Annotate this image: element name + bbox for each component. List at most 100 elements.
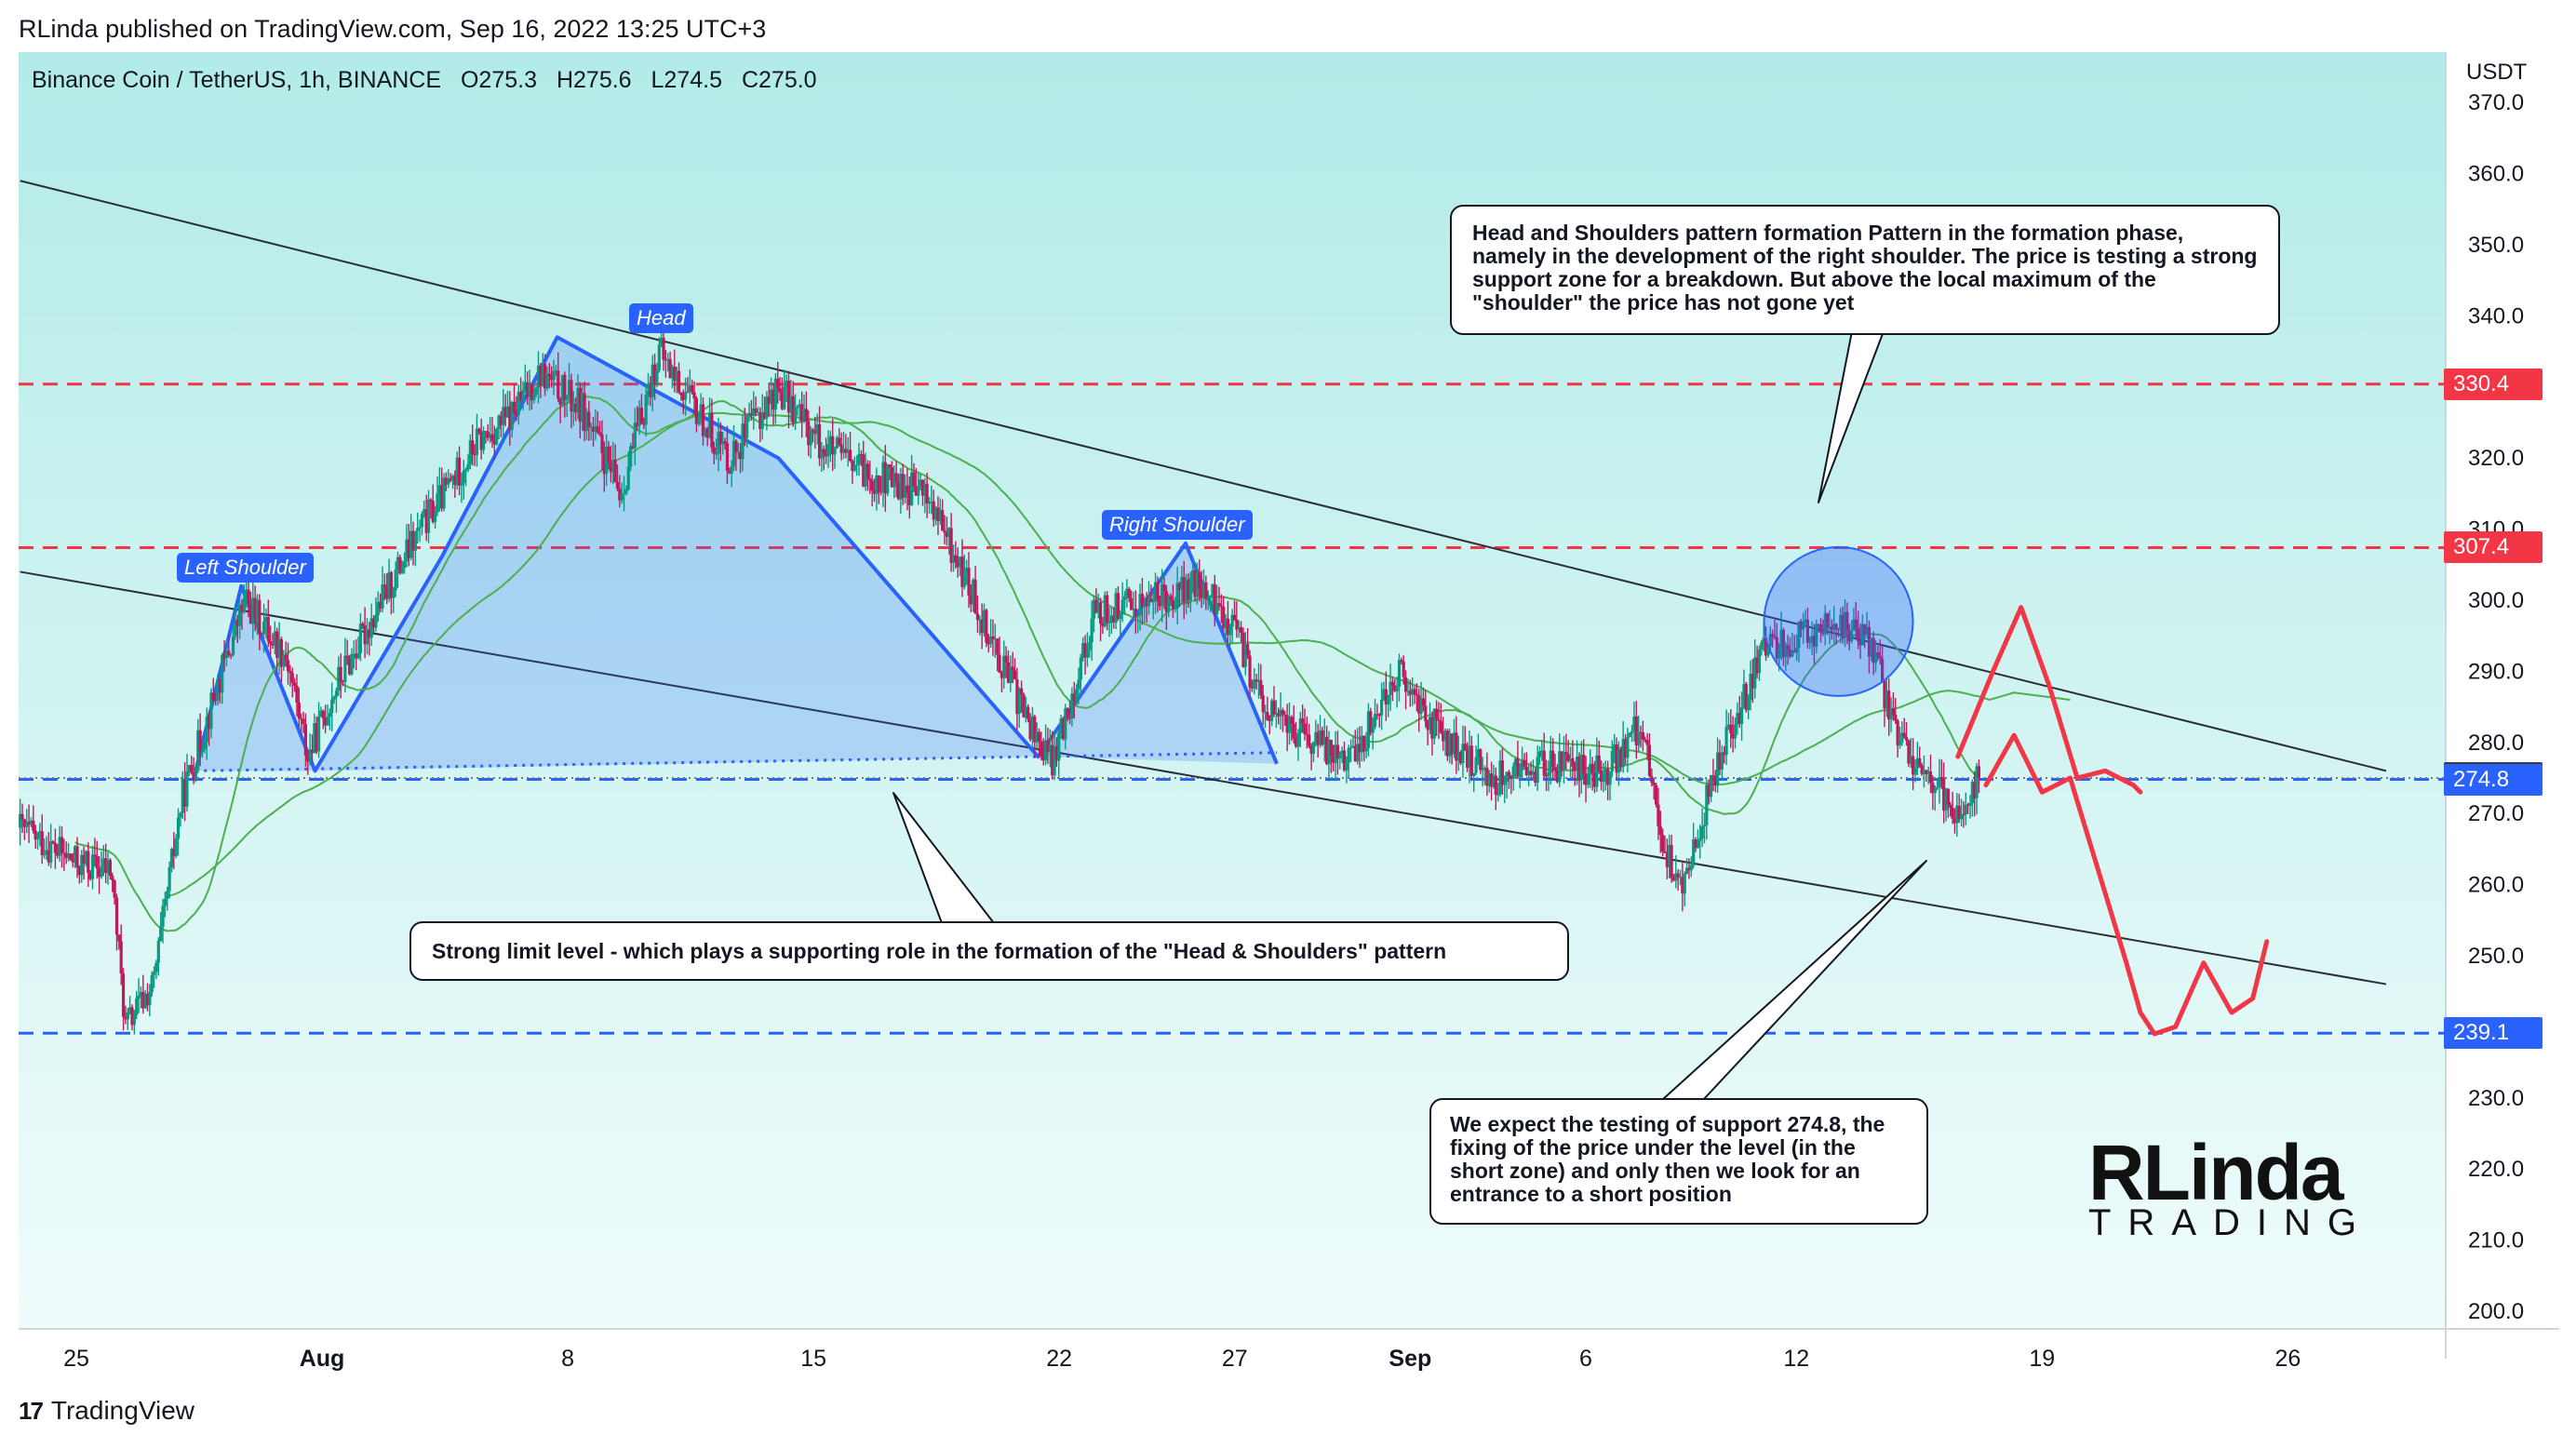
candle-body — [624, 489, 628, 494]
candle-body — [152, 972, 156, 975]
candle-body — [185, 771, 189, 807]
candle-body — [1724, 727, 1728, 756]
forecast-path-2[interactable] — [1955, 605, 2143, 795]
candle-body — [1590, 763, 1594, 773]
candle-body — [960, 556, 964, 587]
candle-body — [1726, 724, 1731, 728]
tradingview-wordmark: TradingView — [50, 1396, 195, 1425]
candle-body — [809, 429, 812, 446]
candle-body — [492, 441, 496, 445]
symbol-legend: Binance Coin / TetherUS, 1h, BINANCE O27… — [32, 67, 830, 94]
tradingview-footer[interactable]: 17 TradingView — [19, 1396, 195, 1426]
candle-body — [1456, 752, 1460, 761]
candle-body — [596, 426, 599, 433]
candle-body — [629, 446, 633, 467]
candle-body — [1013, 670, 1017, 679]
candle-body — [906, 485, 909, 493]
candle-body — [1309, 745, 1313, 754]
candle-body — [1841, 614, 1845, 638]
candle-body — [1248, 655, 1252, 688]
candle-body — [200, 748, 205, 753]
candle-body — [1171, 599, 1175, 610]
candle-body — [899, 474, 903, 500]
candle-body — [1836, 628, 1841, 630]
candle-body — [1450, 733, 1454, 755]
candle-body — [1562, 752, 1566, 771]
candle-body — [1211, 583, 1214, 597]
candle-body — [1037, 731, 1041, 742]
candle-body — [398, 556, 402, 574]
candle-body — [108, 860, 112, 877]
x-tick-label: Aug — [300, 1346, 345, 1372]
tradingview-logo-icon: 17 — [19, 1396, 44, 1425]
candle-body — [1096, 602, 1100, 613]
candle-body — [1419, 698, 1423, 714]
candle-body — [277, 638, 281, 659]
candle-body — [1198, 572, 1201, 589]
candle-body — [1536, 757, 1539, 784]
candle-body — [1311, 742, 1316, 754]
highlight-circle[interactable] — [1763, 545, 1914, 697]
candle-body — [1191, 570, 1195, 579]
candle-body — [517, 392, 520, 415]
candle-body — [1845, 611, 1849, 631]
candle-body — [583, 393, 586, 432]
candle-body — [66, 853, 71, 859]
candle-body — [361, 623, 365, 626]
candle-body — [1951, 807, 1954, 819]
candle-body — [1938, 777, 1941, 787]
candle-body — [101, 858, 105, 867]
candle-body — [341, 680, 345, 682]
candle-body — [1024, 706, 1027, 717]
candle-body — [145, 994, 150, 1006]
candle-body — [745, 415, 749, 438]
candle-body — [986, 642, 990, 645]
moving-average-slow[interactable] — [167, 411, 2071, 897]
candle-body — [183, 778, 187, 807]
candle-body — [1766, 646, 1770, 656]
candle-body — [1437, 719, 1441, 721]
candle-body — [1698, 838, 1702, 841]
candle-body — [426, 499, 431, 533]
candle-body — [196, 730, 200, 771]
trendline-lower[interactable] — [20, 570, 2387, 985]
forecast-path-1[interactable] — [1983, 732, 2270, 1037]
candle-body — [896, 482, 901, 500]
candle-body — [416, 528, 420, 531]
moving-average-fast[interactable] — [74, 396, 1979, 932]
candle-body — [211, 692, 215, 701]
candle-body — [637, 408, 641, 426]
candle-body — [978, 619, 982, 621]
candle-body — [652, 364, 657, 384]
candle-body — [163, 898, 167, 906]
candle-body — [1283, 714, 1287, 716]
candle-body — [1002, 655, 1006, 678]
candle-body — [1250, 687, 1254, 689]
candle-body — [1907, 740, 1911, 764]
candle-body — [1403, 677, 1408, 692]
candle-body — [1061, 718, 1066, 740]
candle-body — [82, 854, 86, 865]
candle-body — [1143, 603, 1147, 607]
candle-body — [434, 512, 437, 522]
candle-body — [1873, 652, 1878, 664]
candle-body — [424, 509, 428, 533]
candle-body — [1075, 689, 1079, 702]
candle-body — [1347, 747, 1350, 763]
candle-body — [1681, 877, 1684, 894]
candle-body — [1674, 873, 1678, 881]
y-tick-label: 250.0 — [2468, 944, 2524, 969]
candle-body — [468, 440, 472, 464]
candle-body — [1112, 615, 1116, 623]
candle-body — [1747, 700, 1751, 711]
candle-body — [90, 854, 95, 879]
candle-body — [1421, 698, 1426, 706]
candle-body — [1913, 768, 1917, 775]
candle-body — [780, 392, 785, 409]
candle-body — [1933, 787, 1937, 794]
candle-body — [649, 390, 652, 397]
candle-body — [1584, 772, 1588, 785]
candle-body — [80, 854, 84, 876]
candle-body — [932, 501, 935, 520]
candle-body — [802, 409, 806, 422]
